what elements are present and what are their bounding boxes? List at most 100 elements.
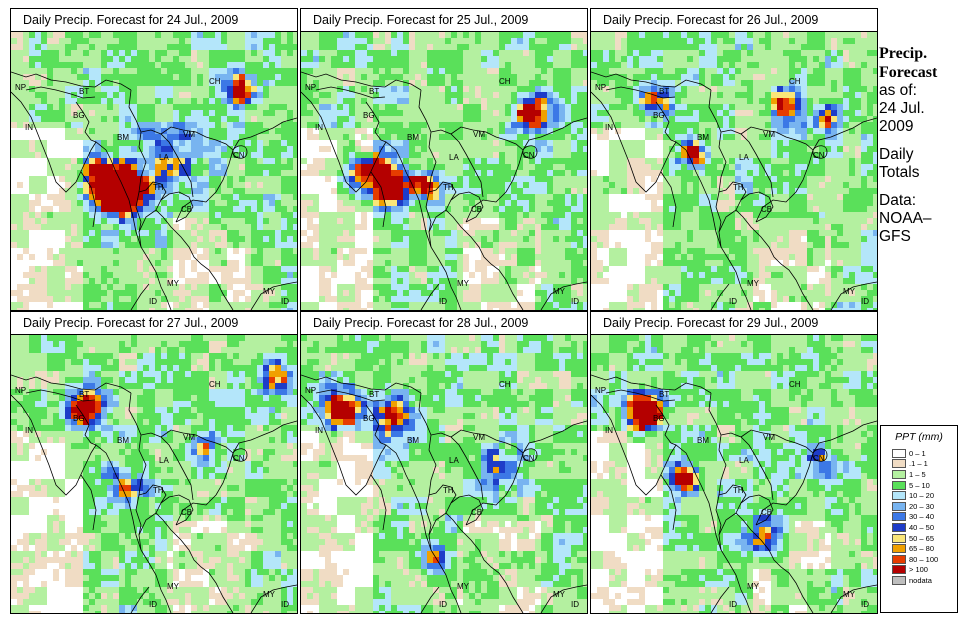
precip-cell [385, 134, 391, 140]
precip-cell [313, 158, 319, 164]
precip-cell [185, 152, 191, 158]
precip-cell [717, 98, 723, 104]
precip-cell [421, 224, 427, 230]
precip-cell [469, 122, 475, 128]
precip-cell [801, 44, 807, 50]
precip-cell [331, 44, 337, 50]
precip-cell [361, 248, 367, 254]
precip-cell [263, 50, 269, 56]
precip-cell [511, 56, 517, 62]
precip-cell [487, 44, 493, 50]
precip-cell [657, 68, 663, 74]
precip-cell [415, 38, 421, 44]
precip-cell [603, 80, 609, 86]
precip-cell [807, 104, 813, 110]
precip-cell [367, 116, 373, 122]
precip-cell [663, 116, 669, 122]
precip-cell [107, 248, 113, 254]
precip-cell [233, 194, 239, 200]
precip-cell [457, 218, 463, 224]
precip-cell [807, 68, 813, 74]
precip-cell [571, 152, 577, 158]
precip-cell [349, 146, 355, 152]
precip-cell [373, 68, 379, 74]
precip-cell [149, 206, 155, 212]
precip-cell [457, 134, 463, 140]
precip-cell [361, 56, 367, 62]
precip-cell [239, 110, 245, 116]
precip-cell [529, 146, 535, 152]
precip-cell [445, 80, 451, 86]
precip-cell [559, 140, 565, 146]
precip-cell [373, 200, 379, 206]
precip-cell [41, 110, 47, 116]
precip-cell [409, 110, 415, 116]
precip-cell [179, 50, 185, 56]
precip-cell [445, 254, 451, 260]
precip-cell [591, 98, 597, 104]
precip-cell [113, 266, 119, 272]
precip-cell [59, 212, 65, 218]
precip-cell [287, 158, 293, 164]
precip-cell [529, 122, 535, 128]
precip-cell [487, 224, 493, 230]
precip-cell [547, 122, 553, 128]
precip-cell [493, 272, 499, 278]
precip-cell [615, 80, 621, 86]
precip-cell [403, 272, 409, 278]
precip-cell [651, 32, 657, 38]
precip-cell [657, 104, 663, 110]
country-label: ID [281, 297, 289, 306]
precip-cell [645, 32, 651, 38]
precip-cell [119, 140, 125, 146]
precip-cell [167, 152, 173, 158]
precip-cell [71, 266, 77, 272]
precip-cell [535, 248, 541, 254]
precip-cell [463, 116, 469, 122]
precip-cell [287, 278, 293, 284]
precip-cell [53, 212, 59, 218]
precip-cell [421, 260, 427, 266]
precip-cell [517, 200, 523, 206]
precip-cell [113, 32, 119, 38]
precip-cell [319, 164, 325, 170]
precip-cell [379, 278, 385, 284]
precip-cell [29, 146, 35, 152]
precip-cell [41, 32, 47, 38]
precip-cell [337, 206, 343, 212]
precip-cell [349, 200, 355, 206]
precip-cell [307, 164, 313, 170]
precip-cell [427, 278, 433, 284]
precip-cell [541, 200, 547, 206]
precip-cell [35, 152, 41, 158]
precip-cell [687, 32, 693, 38]
precip-cell [445, 104, 451, 110]
precip-cell [517, 116, 523, 122]
precip-cell [403, 230, 409, 236]
precip-cell [251, 278, 257, 284]
precip-cell [457, 176, 463, 182]
precip-cell [615, 38, 621, 44]
precip-cell [409, 290, 415, 296]
precip-cell [113, 116, 119, 122]
precip-cell [517, 218, 523, 224]
precip-cell [391, 266, 397, 272]
precip-cell [89, 182, 95, 188]
precip-cell [837, 80, 843, 86]
precip-cell [415, 284, 421, 290]
precip-cell [343, 200, 349, 206]
precip-cell [101, 200, 107, 206]
precip-cell [337, 56, 343, 62]
precip-cell [735, 44, 741, 50]
precip-cell [319, 278, 325, 284]
precip-cell [281, 284, 287, 290]
precip-cell [451, 212, 457, 218]
precip-cell [873, 80, 877, 86]
precip-cell [445, 128, 451, 134]
precip-cell [433, 50, 439, 56]
precip-cell [493, 296, 499, 302]
precip-cell [167, 128, 173, 134]
precip-cell [451, 62, 457, 68]
precip-cell [415, 104, 421, 110]
precip-cell [493, 290, 499, 296]
